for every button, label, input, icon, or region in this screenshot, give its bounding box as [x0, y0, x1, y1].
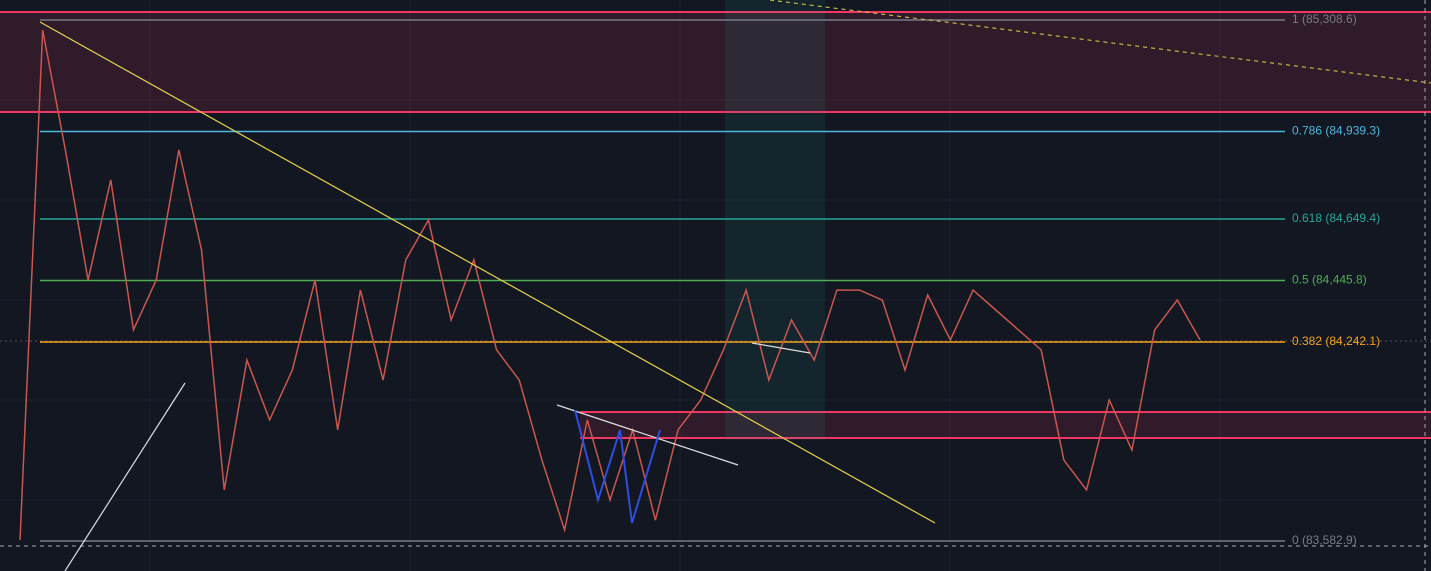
neckline — [751, 342, 811, 354]
fib-label: 1 (85,308.6) — [1292, 12, 1357, 26]
trendline — [64, 382, 186, 571]
price-line — [19, 29, 1201, 541]
price — [19, 29, 1201, 541]
supply-zone — [0, 12, 1431, 112]
trendline — [769, 0, 1431, 84]
fib-label: 0.382 (84,242.1) — [1292, 334, 1380, 348]
demand-zone — [580, 412, 1431, 438]
trendline — [39, 21, 936, 524]
pattern — [574, 409, 661, 524]
fib-label: 0.5 (84,445.8) — [1292, 273, 1367, 287]
fib-levels: 1 (85,308.6) 0.786 (84,939.3) 0.618 (84,64… — [40, 12, 1380, 547]
fib-label: 0.786 (84,939.3) — [1292, 124, 1380, 138]
fib-label: 0 (83,582.9) — [1292, 533, 1357, 547]
neckline — [556, 404, 739, 466]
highlight-range — [725, 0, 825, 440]
fib-label: 0.618 (84,649.4) — [1292, 211, 1380, 225]
